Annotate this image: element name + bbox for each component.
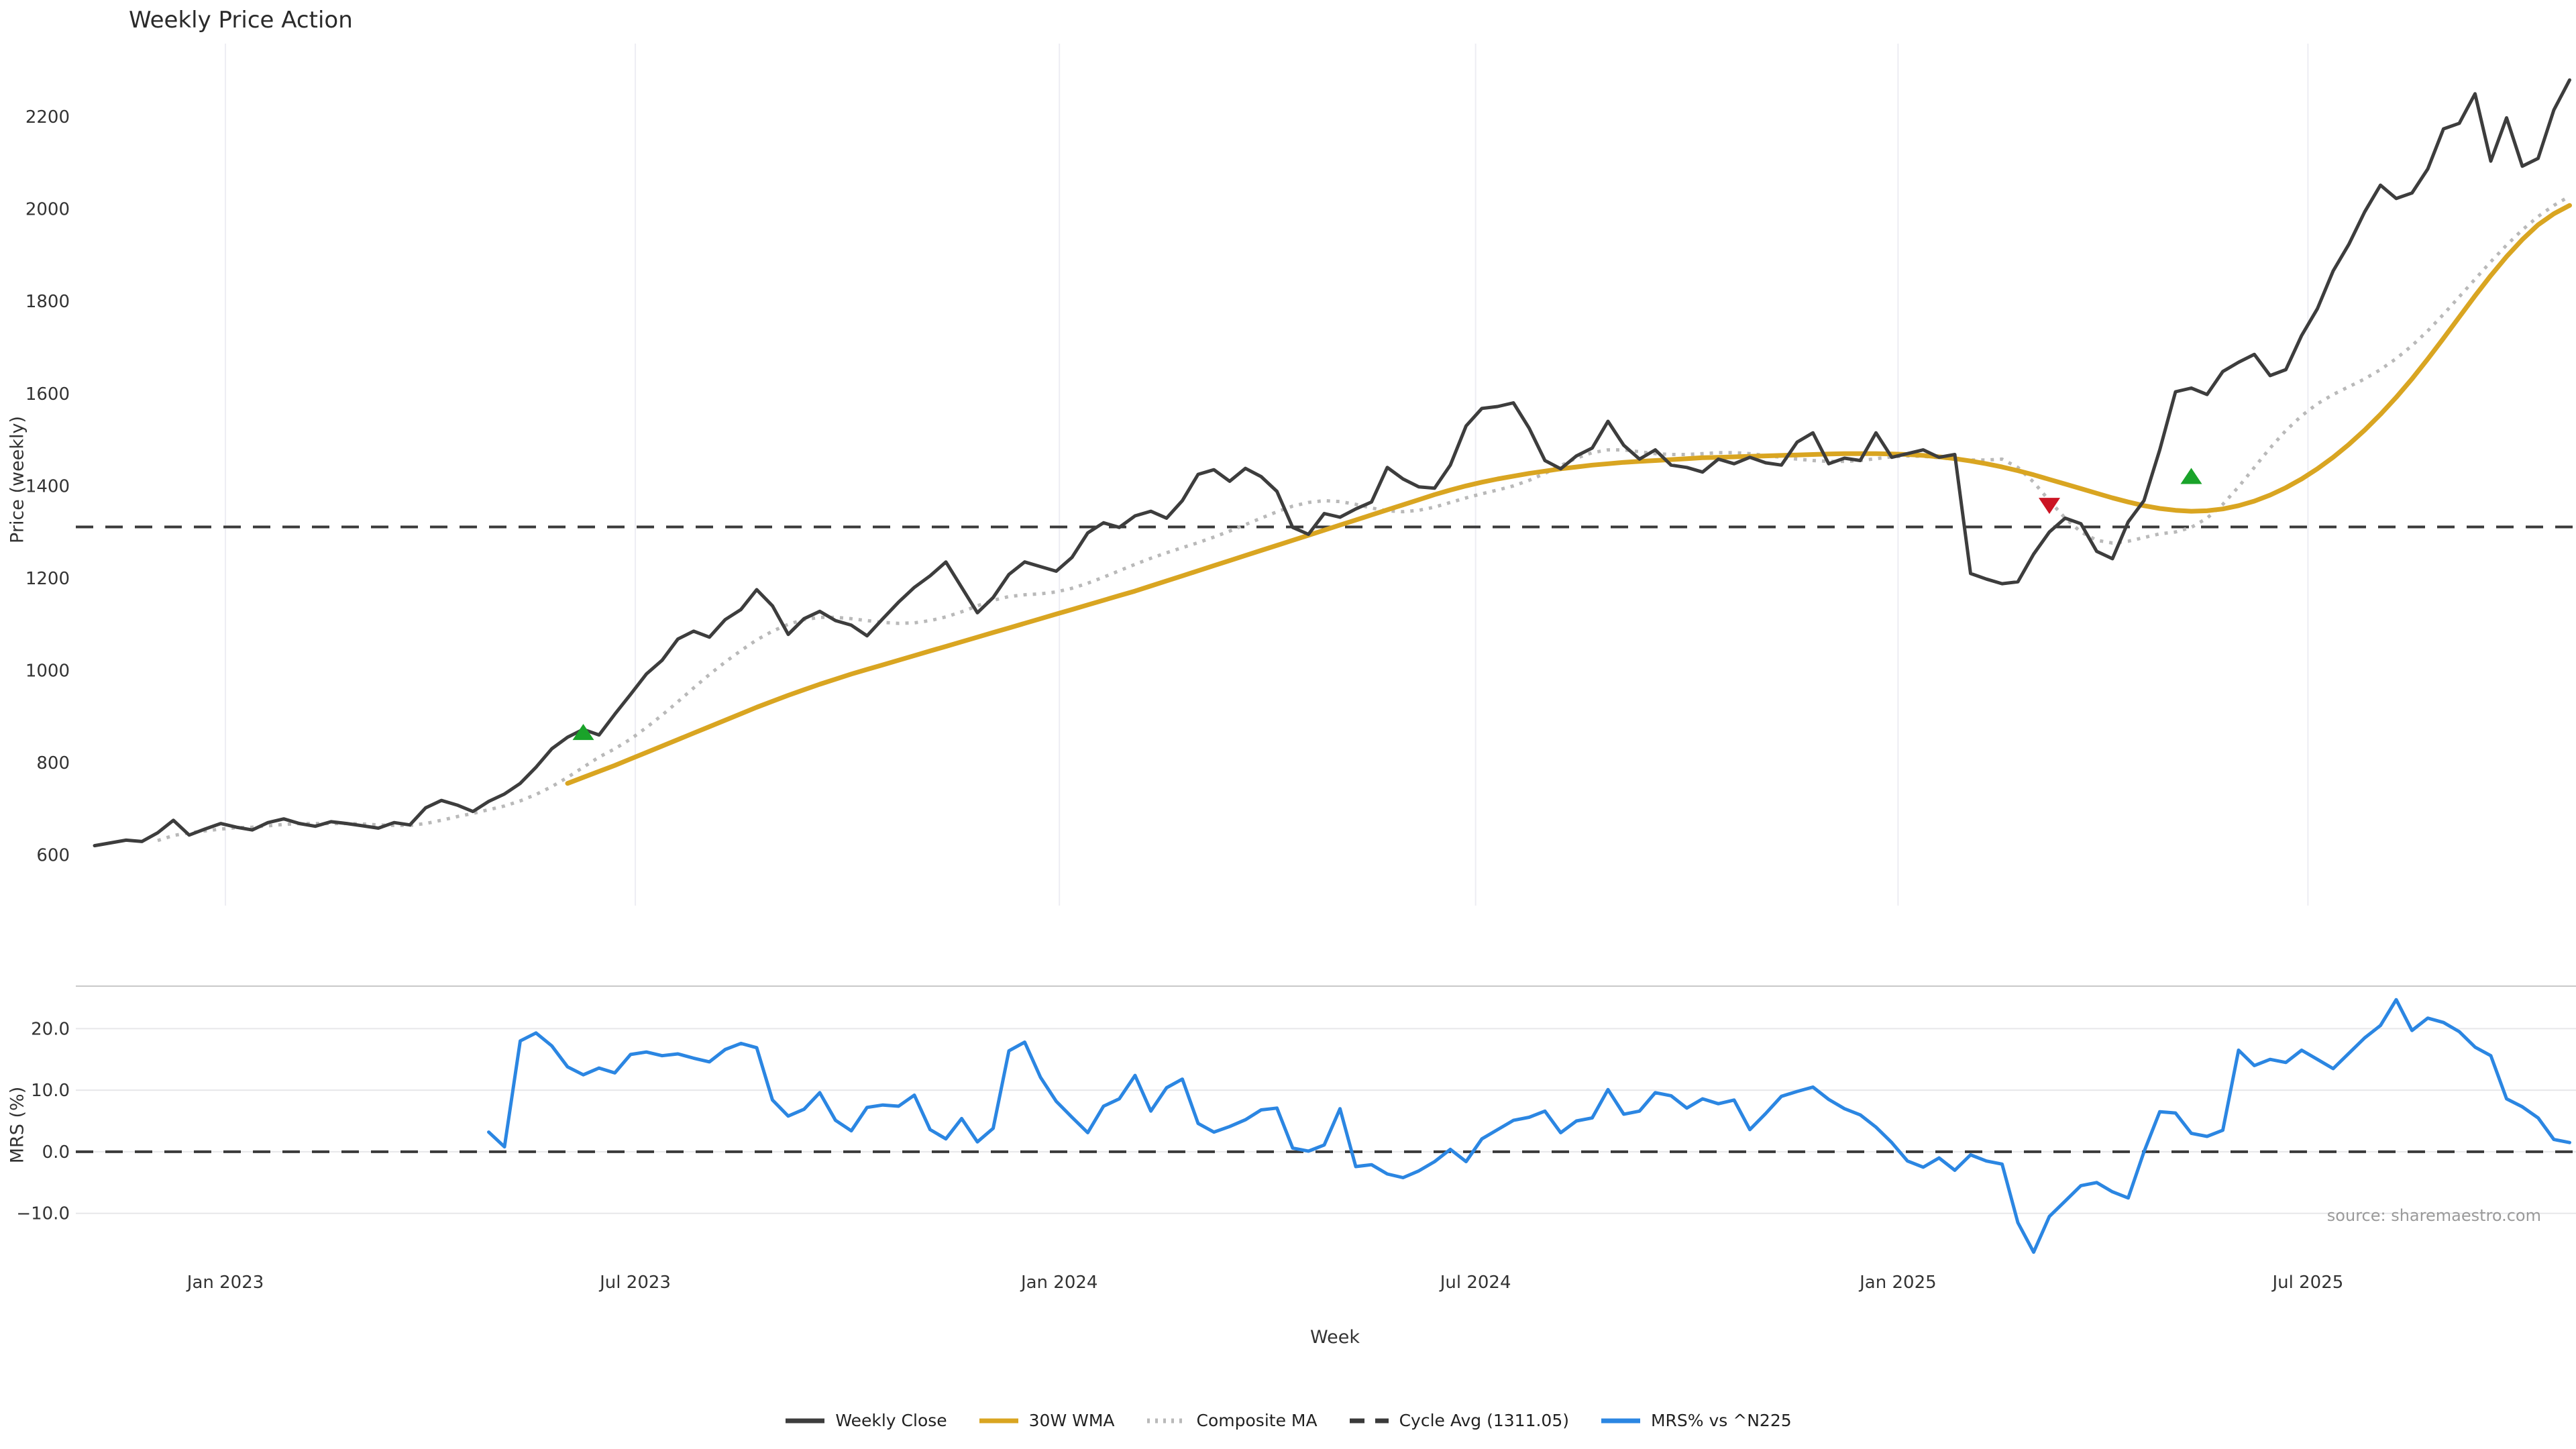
- chart-title: Weekly Price Action: [129, 7, 353, 34]
- mrs-y-tick-label: −10.0: [16, 1204, 70, 1224]
- legend-item-label: Cycle Avg (1311.05): [1399, 1411, 1569, 1430]
- legend-item: MRS% vs ^N225: [1600, 1411, 1792, 1430]
- buy-signal-marker: [2180, 468, 2202, 484]
- legend-item: Composite MA: [1146, 1411, 1318, 1430]
- price-y-tick-label: 1400: [25, 476, 70, 496]
- legend-item-label: Composite MA: [1196, 1411, 1318, 1430]
- price-y-tick-label: 2000: [25, 200, 70, 220]
- mrs-y-tick-label: 20.0: [31, 1019, 70, 1039]
- legend-item-label: 30W WMA: [1028, 1411, 1115, 1430]
- x-tick-label: Jul 2025: [2271, 1273, 2343, 1293]
- x-tick-label: Jul 2023: [598, 1273, 671, 1293]
- legend-swatch: [786, 1418, 825, 1423]
- x-tick-label: Jan 2023: [186, 1273, 264, 1293]
- series-weekly-close: [93, 78, 2571, 848]
- series-30w-wma: [565, 203, 2572, 786]
- buy-signal-marker: [572, 724, 594, 741]
- legend-swatch: [1349, 1418, 1389, 1423]
- price-y-tick-label: 1800: [25, 292, 70, 312]
- legend-item-label: MRS% vs ^N225: [1650, 1411, 1792, 1430]
- x-tick-label: Jan 2024: [1020, 1273, 1098, 1293]
- sell-signal-marker: [2039, 498, 2060, 515]
- price-y-tick-label: 800: [36, 753, 70, 773]
- series-composite-ma: [157, 195, 2571, 843]
- x-tick-label: Jul 2024: [1439, 1273, 1511, 1293]
- legend-swatch: [1146, 1418, 1186, 1423]
- mrs-axis-label: MRS (%): [7, 1086, 28, 1164]
- legend-item: Weekly Close: [784, 1411, 947, 1430]
- price-y-tick-label: 1000: [25, 661, 70, 681]
- price-axis-label: Price (weekly): [7, 416, 28, 543]
- source-note: source: sharemaestro.com: [2326, 1206, 2541, 1225]
- legend-item: 30W WMA: [978, 1411, 1115, 1430]
- x-tick-label: Jan 2025: [1858, 1273, 1937, 1293]
- price-y-tick-label: 1600: [25, 384, 70, 405]
- series-mrs-vs-n225: [487, 998, 2571, 1254]
- legend: Weekly Close 30W WMA Composite MA Cycle Avg…: [0, 1411, 2576, 1430]
- price-y-tick-label: 1200: [25, 569, 70, 589]
- legend-swatch: [1601, 1418, 1640, 1423]
- legend-item: Cycle Avg (1311.05): [1348, 1411, 1569, 1430]
- mrs-y-tick-label: 0.0: [42, 1142, 70, 1163]
- mrs-y-tick-label: 10.0: [31, 1081, 70, 1101]
- price-y-tick-label: 2200: [25, 107, 70, 127]
- x-axis-label: Week: [1310, 1327, 1360, 1348]
- legend-swatch: [979, 1418, 1018, 1423]
- legend-item-label: Weekly Close: [835, 1411, 947, 1430]
- price-y-tick-label: 600: [36, 845, 70, 865]
